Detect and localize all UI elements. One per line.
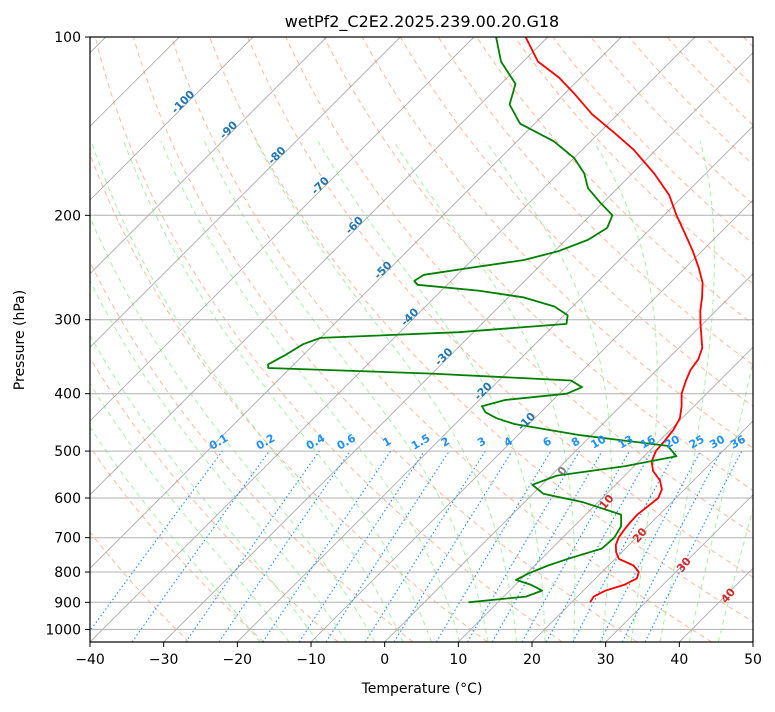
moist-adiabat-label: 10 [597,492,617,512]
y-tick-label: 400 [54,387,81,403]
dry-adiabat-line [591,37,775,642]
isotherm-label: -20 [472,379,495,402]
moist-adiabat-line [594,141,658,642]
dry-adiabat-line [705,37,775,642]
isotherm-label: -10 [515,410,538,433]
x-tick-label: −30 [149,652,179,668]
dry-adiabat-line [19,37,413,642]
y-tick-label: 1000 [45,622,81,638]
isotherm-label: -40 [398,305,421,328]
mixing-ratio-label: 0.1 [207,432,230,453]
x-tick-label: 20 [523,652,541,668]
dry-adiabat-line [477,37,775,642]
dry-adiabat-line [133,37,637,642]
moist-adiabat-line [205,141,489,642]
dry-adiabat-line [0,37,338,642]
y-tick-label: 800 [54,565,81,581]
mixing-ratio-line [436,451,551,642]
mixing-ratio-label: 1 [380,435,393,450]
y-axis-title: Pressure (hPa) [12,290,28,390]
moist-adiabat-line [689,141,775,642]
mixing-ratio-label: 36 [728,432,748,451]
mixing-ratio-label: 3 [475,435,488,450]
isotherm-label: -60 [343,214,366,237]
y-tick-label: 100 [54,30,81,46]
mixing-ratio-line [263,451,391,642]
isotherm-line [679,37,775,642]
isotherm-line [164,37,769,642]
moist-adiabat-line [318,141,545,642]
mixing-ratio-line [82,451,223,642]
x-tick-label: −10 [296,652,326,668]
isotherm-label: -70 [309,174,332,197]
y-tick-label: 700 [54,531,81,547]
isotherm-line [0,37,327,642]
dry-adiabat-line [438,37,775,642]
mixing-ratio-label: 2 [439,435,452,450]
isotherm-label: -90 [217,118,240,141]
x-tick-label: 50 [744,652,762,668]
dry-adiabat-line [744,37,775,642]
isotherm-line [16,37,621,642]
mixing-ratio-label: 1.5 [409,432,432,453]
moist-adiabat-line [161,141,460,642]
mixing-ratio-label: 0.4 [304,431,328,452]
moist-adiabat-line [0,141,289,642]
isotherm-line [0,37,548,642]
dry-adiabat-line [95,37,562,642]
mixing-ratio-label: 25 [687,433,707,452]
isotherm-line [0,37,400,642]
x-tick-label: 0 [380,652,389,668]
dry-adiabat-line [172,37,712,642]
mixing-ratio-label: 0.6 [335,431,359,452]
moist-adiabat-line [63,141,375,642]
y-tick-label: 200 [54,208,81,224]
moist-adiabat-line [37,141,347,642]
mixing-ratio-line [522,451,629,642]
grid-layer [0,37,775,642]
y-tick-label: 500 [54,444,81,460]
isotherm-line [532,37,775,642]
isotherm-label: -100 [169,87,198,116]
isotherm-line [753,37,775,642]
chart-title: wetPf2_C2E2.2025.239.00.20.G18 [285,12,559,32]
mixing-ratio-line [299,451,424,642]
y-tick-label: 600 [54,491,81,507]
isotherm-line [90,37,695,642]
mixing-ratio-label: 0.2 [254,432,277,453]
isotherm-line [385,37,775,642]
y-tick-label: 900 [54,595,81,611]
moist-adiabat-line [124,141,432,642]
mixing-ratio-label: 6 [541,434,554,449]
dry-adiabat-line [57,37,488,642]
x-tick-label: 30 [597,652,615,668]
x-tick-label: −20 [223,652,253,668]
x-axis-title: Temperature (°C) [361,681,483,697]
mixing-ratio-label: 8 [569,435,582,450]
x-tick-label: 10 [449,652,467,668]
isotherm-label: -50 [371,258,394,281]
mixing-ratio-line [326,451,449,642]
mixing-ratio-label: 30 [707,432,727,451]
mixing-ratio-label: 13 [616,433,636,452]
dry-adiabat-line [667,37,775,642]
dry-adiabat-line [0,37,189,642]
dry-adiabat-line [515,37,775,642]
isotherm-label: -30 [432,345,455,368]
isotherm-line [311,37,775,642]
y-tick-label: 300 [54,313,81,329]
x-tick-label: 40 [670,652,688,668]
x-tick-label: −40 [75,652,105,668]
